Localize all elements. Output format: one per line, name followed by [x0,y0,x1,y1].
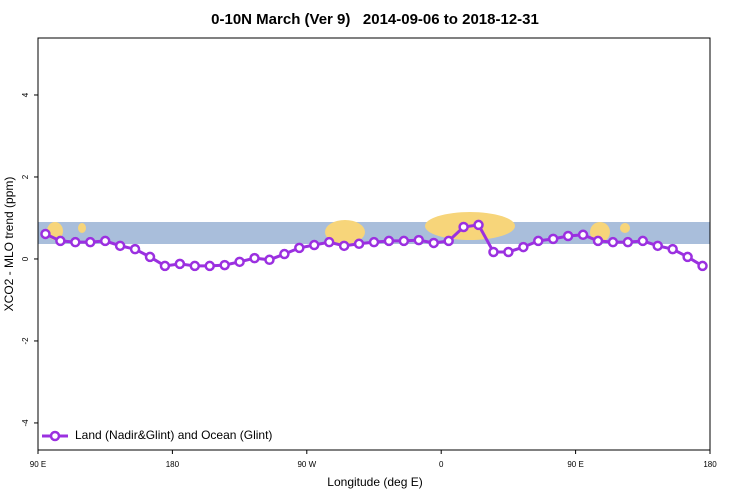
point [55,235,66,247]
point [398,235,410,247]
point [443,235,454,247]
point [503,246,514,258]
point [144,251,156,263]
point [577,229,589,241]
point [667,243,678,255]
y-axis-label: XCO2 - MLO trend (ppm) [2,177,16,312]
point [473,219,484,231]
point [607,236,619,248]
point [99,235,111,247]
point [458,221,469,233]
point [592,235,604,247]
point [249,252,260,264]
y-tick-label: 0 [21,256,30,261]
x-tick-label: 90 E [567,460,583,469]
point [294,242,305,254]
y-tick-label: -2 [21,337,30,345]
point [264,254,275,266]
x-tick-label: 0 [439,460,444,469]
point [85,236,96,248]
point [174,258,186,270]
point [40,228,51,240]
point [547,233,559,245]
point [234,256,245,268]
point [697,260,708,272]
point [189,260,201,272]
x-tick-label: 90 W [297,460,316,469]
plot-frame [37,37,711,451]
point [533,235,544,247]
point [652,240,663,252]
point [323,236,335,248]
legend-label: Land (Nadir&Glint) and Ocean (Glint) [75,428,272,442]
x-tick-label: 180 [703,460,717,469]
point [353,238,365,250]
point [279,248,290,260]
chart-title: 0-10N March (Ver 9) 2014-09-06 to 2018-1… [211,11,539,28]
point [562,230,574,242]
y-tick-label: 2 [21,174,30,179]
point [622,236,634,248]
point [488,246,499,258]
point [204,260,215,272]
x-axis-label: Longitude (deg E) [327,475,422,489]
y-tick-label: 4 [21,92,30,97]
point [518,241,529,253]
y-tick-label: -4 [21,419,30,427]
point [159,260,171,272]
point [129,243,141,255]
point [413,234,425,246]
point [428,237,439,249]
point [383,235,395,247]
point [682,251,693,263]
point [368,236,380,248]
point [114,240,126,252]
point [219,259,230,271]
legend-marker [49,430,61,442]
x-tick-label: 180 [166,460,180,469]
point [309,239,320,251]
x-tick-label: 90 E [30,460,46,469]
point [70,236,81,248]
point [637,235,649,247]
point [338,240,350,252]
